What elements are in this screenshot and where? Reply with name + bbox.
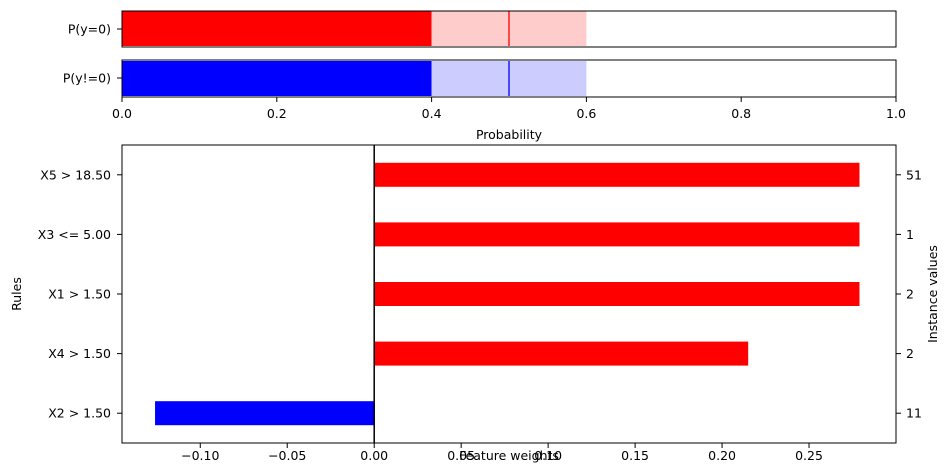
weight-xtick-label: 0.15 xyxy=(621,448,649,463)
instance-values-axis-label: Instance values xyxy=(925,245,940,343)
prob-xtick-label: 1.0 xyxy=(886,106,906,121)
prob-row-label-2: P(y!=0) xyxy=(63,71,111,86)
weight-bar xyxy=(374,282,860,306)
prob-bar-1 xyxy=(122,11,432,46)
probability-panel-2: P(y!=0) xyxy=(63,59,897,98)
weight-xtick-label: 0.05 xyxy=(447,448,475,463)
prob-xtick-label: 0.6 xyxy=(576,106,596,121)
weights-bars xyxy=(155,162,860,426)
instance-value-label: 1 xyxy=(906,227,914,242)
instance-value-label: 11 xyxy=(906,406,922,421)
prob-bar-2 xyxy=(122,61,432,96)
instance-values-axis: 51 1 2 2 11 xyxy=(896,167,922,421)
rule-label: X5 > 18.50 xyxy=(40,167,111,182)
rules-axis-label: Rules xyxy=(9,277,24,311)
prob-xtick-label: 0.2 xyxy=(267,106,287,121)
weight-bar xyxy=(374,162,860,187)
weight-xtick-label: −0.05 xyxy=(268,448,306,463)
weight-xtick-label: 0.10 xyxy=(534,448,562,463)
rule-label: X4 > 1.50 xyxy=(48,346,111,361)
instance-value-label: 2 xyxy=(906,287,914,302)
weight-xtick-label: −0.10 xyxy=(181,448,219,463)
rule-label: X2 > 1.50 xyxy=(48,406,111,421)
probability-axis-label: Probability xyxy=(476,127,543,142)
weight-bar xyxy=(374,222,860,247)
weights-x-axis: −0.10 −0.05 0.00 0.05 0.10 0.15 0.20 0.25 xyxy=(181,443,823,463)
probability-x-axis: 0.0 0.2 0.4 0.6 0.8 1.0 xyxy=(112,97,906,121)
rule-label: X3 <= 5.00 xyxy=(38,227,111,242)
probability-panel-1: P(y=0) xyxy=(68,10,897,48)
weight-bar xyxy=(155,401,375,426)
weight-xtick-label: 0.25 xyxy=(795,448,823,463)
rules-axis: X5 > 18.50 X3 <= 5.00 X1 > 1.50 X4 > 1.50 X2… xyxy=(38,167,122,421)
prob-row-label-1: P(y=0) xyxy=(68,22,111,37)
prob-xtick-label: 0.8 xyxy=(731,106,751,121)
rule-label: X1 > 1.50 xyxy=(48,287,111,302)
weight-bar xyxy=(374,341,749,366)
weight-xtick-label: 0.20 xyxy=(708,448,736,463)
prob-xtick-label: 0.4 xyxy=(422,106,442,121)
prob-xtick-label: 0.0 xyxy=(112,106,132,121)
weight-xtick-label: 0.00 xyxy=(360,448,388,463)
instance-value-label: 51 xyxy=(906,167,922,182)
instance-value-label: 2 xyxy=(906,346,914,361)
weights-axis-label: Feature weights xyxy=(459,448,559,463)
